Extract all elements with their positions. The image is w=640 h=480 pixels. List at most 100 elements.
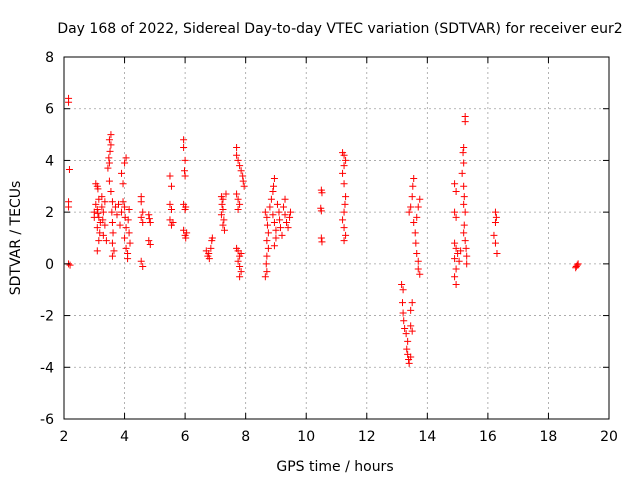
data-point [240, 182, 248, 190]
data-point [234, 156, 242, 164]
data-point [105, 136, 113, 144]
data-point [460, 193, 468, 201]
data-point [461, 237, 469, 245]
data-point [342, 193, 350, 201]
data-point [410, 218, 418, 226]
data-point [181, 172, 189, 180]
data-point [342, 156, 350, 164]
data-point [451, 180, 459, 188]
data-point [108, 208, 116, 216]
data-point [106, 147, 114, 155]
data-point [239, 177, 247, 185]
data-point [145, 215, 153, 223]
data-point [411, 229, 419, 237]
data-point [222, 190, 230, 198]
data-point [263, 237, 271, 245]
data-point [122, 244, 130, 252]
data-point [121, 159, 129, 167]
data-point [125, 206, 133, 214]
data-point [491, 218, 499, 226]
x-tick-label: 16 [479, 429, 497, 445]
data-point [262, 260, 270, 268]
data-point [239, 172, 247, 180]
data-point [94, 209, 102, 217]
data-point [105, 159, 113, 167]
data-point [572, 262, 580, 270]
data-point [220, 226, 228, 234]
data-point [107, 141, 115, 149]
data-point [416, 270, 424, 278]
data-point [410, 175, 418, 183]
data-point [237, 268, 245, 276]
data-point [263, 252, 271, 260]
data-point [463, 252, 471, 260]
y-tick-label: 0 [45, 257, 54, 273]
data-point [90, 213, 98, 221]
data-point [237, 250, 245, 258]
data-point [266, 203, 274, 211]
data-point [121, 203, 129, 211]
x-tick-label: 18 [540, 429, 558, 445]
data-point [119, 198, 127, 206]
data-point [341, 200, 349, 208]
data-point [98, 193, 106, 201]
data-point [407, 306, 415, 314]
data-point [167, 182, 175, 190]
data-point [264, 244, 272, 252]
data-point [236, 273, 244, 281]
x-tick-label: 14 [418, 429, 436, 445]
data-point [451, 208, 459, 216]
data-point [102, 237, 110, 245]
data-point [105, 154, 113, 162]
data-point [286, 213, 294, 221]
data-point [340, 151, 348, 159]
data-point [234, 195, 242, 203]
data-point [401, 325, 409, 332]
data-point [181, 167, 189, 175]
data-point [139, 262, 147, 270]
data-point [407, 203, 415, 211]
data-point [219, 195, 227, 203]
data-point [460, 229, 468, 237]
data-point [399, 299, 407, 307]
x-tick-label: 8 [241, 429, 250, 445]
data-point [269, 187, 277, 195]
data-point [118, 208, 126, 216]
data-point [451, 273, 459, 281]
data-point [493, 250, 501, 258]
data-point [121, 234, 129, 242]
data-point [342, 231, 350, 239]
data-point [166, 200, 174, 208]
data-point [108, 252, 116, 260]
data-point [169, 218, 177, 226]
data-point [220, 216, 228, 224]
y-axis-label: SDTVAR / TECUs [8, 181, 24, 296]
data-point [339, 216, 347, 224]
data-point [404, 337, 412, 345]
data-point [398, 281, 406, 289]
data-point [408, 327, 416, 335]
y-tick-label: -4 [40, 360, 54, 376]
y-tick-label: -6 [40, 412, 54, 428]
x-tick-label: 6 [181, 429, 190, 445]
data-point [183, 229, 191, 237]
data-point [400, 317, 408, 325]
data-point [234, 206, 242, 214]
data-point [98, 203, 106, 211]
data-point [263, 221, 271, 229]
data-point [461, 208, 469, 216]
data-point [116, 221, 124, 229]
data-point [270, 182, 278, 190]
data-point [101, 198, 109, 206]
data-point [452, 244, 460, 252]
data-point [452, 213, 460, 221]
data-point [457, 247, 465, 255]
data-point [205, 255, 213, 263]
data-point [94, 185, 102, 193]
data-point [318, 189, 326, 197]
data-point [180, 144, 188, 151]
axis-ticks [63, 56, 610, 420]
data-point [399, 309, 407, 317]
data-point [99, 216, 107, 224]
